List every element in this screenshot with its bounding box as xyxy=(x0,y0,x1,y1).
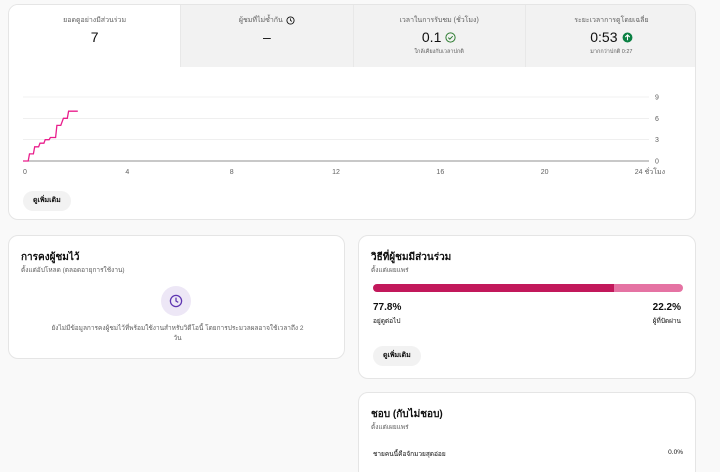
x-tick-label: 4 xyxy=(125,169,129,176)
metric-watch-time[interactable]: เวลาในการรับชม (ชั่วโมง) 0.1 ใกล้เคียงกั… xyxy=(353,5,526,67)
x-tick-label: 12 xyxy=(332,169,340,176)
row-label: ชายคนนี้คือจักมวยสุดอ่อย xyxy=(373,451,446,458)
metric-sub: ใกล้เคียงกับเวลาปกติ xyxy=(414,49,464,55)
x-tick-label: 20 xyxy=(541,169,549,176)
overview-card: ยอดดูอย่างมีส่วนร่วม 7 ผู้ชมที่ไม่ซ้ำกัน… xyxy=(8,4,696,220)
see-more-button[interactable]: ดูเพิ่มเติม xyxy=(23,191,71,211)
x-tick-label: 8 xyxy=(230,169,234,176)
series-line xyxy=(23,110,78,162)
metric-value: 0.1 xyxy=(421,29,442,45)
metric-avg-view-duration[interactable]: ระยะเวลาการดูโดยเฉลี่ย 0:53 มากกว่าปกติ … xyxy=(525,5,695,67)
stay-segment xyxy=(373,284,615,292)
views-line-chart: 9 6 3 0 0 4 8 12 16 20 24 ชั่วโมง xyxy=(23,95,665,176)
metric-label: ยอดดูอย่างมีส่วนร่วม xyxy=(63,17,127,24)
y-tick-label: 9 xyxy=(655,95,659,102)
card-subtitle: ตั้งแต่อัปโหลด (ตลอดอายุการใช้งาน) xyxy=(21,267,125,274)
card-title: ชอบ (กับไม่ชอบ) xyxy=(371,409,443,420)
card-subtitle: ตั้งแต่เผยแพร่ xyxy=(371,267,409,274)
list-item: ชายคนนี้คือจักมวยสุดอ่อย 0.0% xyxy=(373,449,683,459)
x-tick-label: 16 xyxy=(436,169,444,176)
engagement-bar xyxy=(373,284,683,292)
row-value: 0.0% xyxy=(668,449,683,456)
empty-state-badge xyxy=(161,286,191,316)
x-tick-label: 24 ชั่วโมง xyxy=(635,167,665,176)
card-title: วิธีที่ผู้ชมมีส่วนร่วม xyxy=(371,252,452,263)
check-circle-icon xyxy=(445,31,456,43)
likes-card: ชอบ (กับไม่ชอบ) ตั้งแต่เผยแพร่ ชายคนนี้ค… xyxy=(358,392,696,472)
engagement-card: วิธีที่ผู้ชมมีส่วนร่วม ตั้งแต่เผยแพร่ 77… xyxy=(358,235,696,379)
y-tick-label: 3 xyxy=(655,137,659,144)
metric-engaged-views[interactable]: ยอดดูอย่างมีส่วนร่วม 7 xyxy=(9,5,182,67)
clock-icon xyxy=(286,16,295,25)
y-tick-label: 0 xyxy=(655,159,659,166)
retention-card: การคงผู้ชมไว้ ตั้งแต่อัปโหลด (ตลอดอายุกา… xyxy=(8,235,345,359)
y-tick-label: 6 xyxy=(655,116,659,123)
metric-unique-viewers[interactable]: ผู้ชมที่ไม่ซ้ำกัน – xyxy=(181,5,354,67)
empty-state-text: ยังไม่มีข้อมูลการคงผู้ชมไว้ที่พร้อมใช้งา… xyxy=(51,325,304,342)
skip-percent: 22.2% xyxy=(652,302,681,313)
metric-value: 7 xyxy=(90,29,99,45)
metric-sub: มากกว่าปกติ 0:27 xyxy=(590,49,633,55)
x-tick-label: 0 xyxy=(23,169,27,176)
metric-tabs: ยอดดูอย่างมีส่วนร่วม 7 ผู้ชมที่ไม่ซ้ำกัน… xyxy=(9,5,695,67)
metric-value: – xyxy=(262,29,271,45)
metric-label: ผู้ชมที่ไม่ซ้ำกัน xyxy=(238,17,283,24)
card-subtitle: ตั้งแต่เผยแพร่ xyxy=(371,424,409,431)
metric-label: ระยะเวลาการดูโดยเฉลี่ย xyxy=(574,17,649,24)
arrow-up-circle-icon xyxy=(622,32,632,42)
card-title: การคงผู้ชมไว้ xyxy=(21,252,80,263)
skip-segment xyxy=(614,284,683,292)
clock-icon xyxy=(169,294,183,308)
metric-value: 0:53 xyxy=(590,29,618,45)
stay-label: อยู่ดูต่อไป xyxy=(373,318,401,325)
skip-label: ผู้ที่ปัดผ่าน xyxy=(652,318,681,325)
metric-label: เวลาในการรับชม (ชั่วโมง) xyxy=(399,17,479,24)
see-more-button[interactable]: ดูเพิ่มเติม xyxy=(373,346,421,366)
stay-percent: 77.8% xyxy=(373,302,402,313)
